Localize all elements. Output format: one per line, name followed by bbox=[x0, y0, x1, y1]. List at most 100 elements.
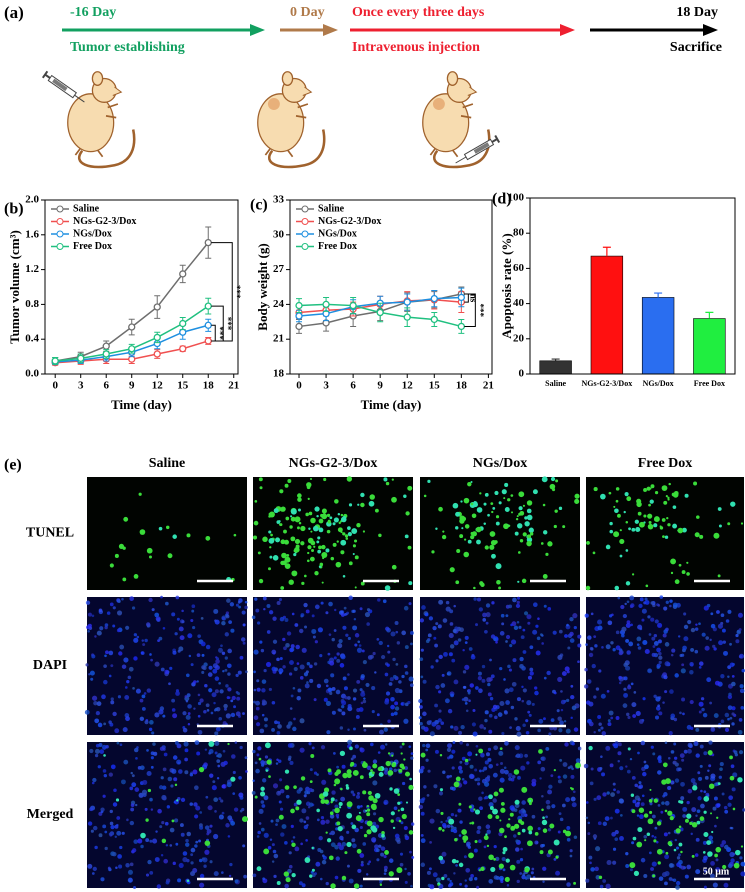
nucleus bbox=[229, 602, 235, 607]
error-bar bbox=[654, 292, 663, 298]
nucleus bbox=[572, 790, 576, 794]
x-tick-label: 6 bbox=[350, 380, 356, 392]
apoptotic-cell bbox=[319, 562, 324, 567]
nucleus bbox=[448, 883, 452, 888]
nucleus bbox=[320, 601, 324, 605]
apoptotic-cell bbox=[297, 508, 301, 512]
nucleus bbox=[538, 718, 544, 724]
apoptotic-cell bbox=[459, 534, 464, 539]
nucleus bbox=[266, 630, 271, 634]
nucleus bbox=[526, 614, 532, 620]
nucleus bbox=[495, 640, 498, 644]
nucleus bbox=[94, 635, 97, 638]
nucleus bbox=[721, 792, 725, 796]
nucleus bbox=[658, 655, 663, 660]
nucleus bbox=[679, 753, 685, 758]
nucleus bbox=[221, 620, 226, 626]
nucleus bbox=[678, 767, 682, 772]
nucleus bbox=[214, 676, 220, 681]
apoptotic-cell bbox=[653, 523, 658, 528]
nucleus bbox=[476, 597, 481, 602]
apoptotic-cell bbox=[539, 850, 544, 855]
nucleus bbox=[192, 625, 196, 630]
apoptotic-cell bbox=[516, 515, 519, 518]
nucleus bbox=[394, 706, 400, 711]
nucleus bbox=[489, 696, 494, 701]
nucleus bbox=[513, 834, 517, 838]
nucleus bbox=[486, 775, 491, 779]
apoptotic-cell bbox=[625, 549, 629, 552]
apoptotic-cell bbox=[259, 791, 266, 797]
nucleus bbox=[572, 613, 578, 619]
nucleus bbox=[320, 819, 326, 825]
apoptotic-cell bbox=[740, 845, 744, 848]
nucleus bbox=[654, 826, 658, 830]
apoptotic-cell bbox=[361, 762, 368, 769]
apoptotic-cell bbox=[334, 778, 341, 785]
nucleus bbox=[226, 598, 231, 603]
apoptotic-cell bbox=[460, 500, 463, 503]
nucleus bbox=[383, 770, 389, 775]
nucleus bbox=[314, 640, 318, 644]
nucleus bbox=[419, 722, 423, 726]
nucleus bbox=[359, 607, 363, 611]
apoptotic-cell bbox=[258, 578, 264, 584]
nucleus bbox=[599, 767, 603, 770]
nucleus bbox=[718, 775, 722, 779]
nucleus bbox=[261, 804, 266, 808]
nucleus bbox=[290, 840, 294, 843]
nucleus bbox=[451, 658, 456, 663]
nucleus bbox=[477, 676, 483, 681]
nucleus bbox=[640, 857, 646, 863]
nucleus bbox=[256, 679, 260, 683]
nucleus bbox=[265, 661, 272, 667]
nucleus bbox=[166, 805, 171, 809]
nucleus bbox=[438, 690, 442, 694]
nucleus bbox=[615, 630, 620, 635]
apoptotic-cell bbox=[518, 512, 522, 516]
nucleus bbox=[118, 651, 123, 656]
nucleus bbox=[537, 760, 542, 765]
nucleus bbox=[356, 805, 361, 809]
apoptotic-cell bbox=[268, 567, 271, 571]
nucleus bbox=[144, 638, 148, 643]
nucleus bbox=[478, 769, 482, 773]
nucleus bbox=[673, 717, 678, 722]
nucleus bbox=[588, 701, 594, 707]
x-tick-label: 12 bbox=[152, 380, 164, 392]
apoptotic-cell bbox=[323, 477, 327, 482]
nucleus bbox=[663, 832, 668, 837]
apoptotic-cell bbox=[301, 581, 305, 586]
nucleus bbox=[615, 716, 620, 720]
apoptotic-cell bbox=[680, 850, 683, 854]
nucleus bbox=[380, 852, 385, 857]
nucleus bbox=[234, 741, 238, 744]
nucleus bbox=[695, 837, 700, 842]
nucleus bbox=[545, 815, 548, 819]
apoptotic-cell bbox=[476, 539, 481, 545]
nucleus bbox=[489, 658, 492, 662]
apoptotic-cell bbox=[524, 867, 530, 873]
nucleus bbox=[464, 641, 468, 644]
nucleus bbox=[182, 851, 188, 856]
nucleus bbox=[130, 771, 133, 775]
data-point bbox=[204, 337, 212, 345]
nucleus bbox=[478, 796, 483, 801]
nucleus bbox=[427, 633, 432, 638]
data-point bbox=[430, 294, 438, 303]
nucleus bbox=[596, 795, 602, 801]
nucleus bbox=[440, 683, 446, 688]
apoptotic-cell bbox=[171, 819, 175, 823]
nucleus bbox=[504, 688, 510, 694]
nucleus bbox=[653, 640, 659, 646]
nucleus bbox=[395, 663, 399, 666]
nucleus bbox=[553, 857, 557, 861]
nucleus bbox=[410, 642, 413, 646]
apoptotic-cell bbox=[479, 492, 482, 495]
apoptotic-cell bbox=[553, 839, 560, 846]
nucleus bbox=[679, 711, 682, 715]
nucleus bbox=[242, 844, 246, 848]
nucleus bbox=[605, 745, 611, 751]
nucleus bbox=[493, 745, 499, 751]
nucleus bbox=[522, 723, 526, 727]
